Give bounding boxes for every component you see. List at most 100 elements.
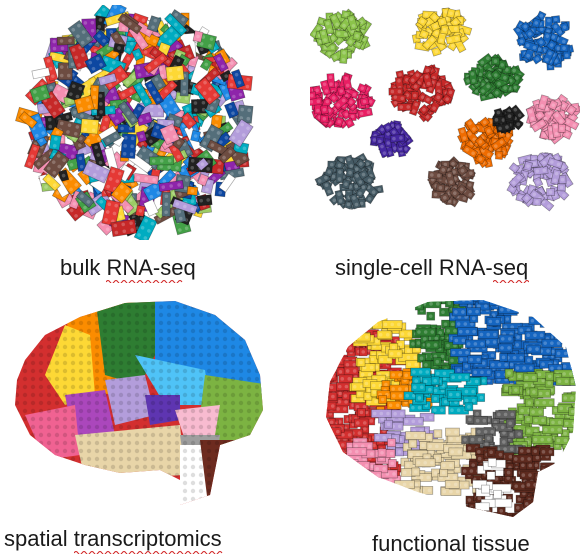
brick [474, 153, 487, 165]
brick [520, 515, 542, 517]
brick [471, 367, 493, 377]
functional-tissue-image [318, 292, 580, 522]
brick [548, 307, 570, 317]
brick [402, 416, 424, 426]
brick [438, 164, 449, 176]
brick [351, 484, 373, 493]
brick [518, 300, 540, 303]
brick [328, 12, 343, 30]
brick [388, 87, 404, 96]
brick [532, 176, 544, 188]
brick [530, 446, 540, 456]
brick [318, 454, 324, 462]
brick [533, 510, 555, 517]
brick [524, 28, 536, 40]
brick [416, 15, 429, 28]
brick [326, 473, 335, 482]
brick [56, 36, 75, 46]
brick [410, 91, 419, 100]
brick [334, 330, 344, 340]
brick [326, 409, 335, 419]
brick [117, 124, 136, 133]
brick [43, 150, 70, 179]
brick [133, 172, 159, 185]
brick [449, 16, 462, 29]
brick [427, 170, 443, 180]
brick [387, 459, 397, 468]
brick [377, 141, 390, 159]
brick [431, 394, 440, 404]
brick [328, 358, 338, 368]
brick [331, 476, 347, 486]
brick [334, 189, 346, 206]
brick [348, 192, 362, 210]
brick [343, 366, 359, 376]
brick [508, 162, 521, 174]
brick [554, 436, 570, 445]
brick [230, 68, 246, 89]
brick [478, 116, 491, 129]
brick [557, 123, 566, 133]
brick [345, 477, 367, 487]
brick [341, 73, 353, 90]
brick [18, 111, 38, 129]
brick [384, 419, 393, 429]
brick [117, 84, 138, 101]
brick [370, 409, 392, 418]
brick [444, 300, 454, 308]
brick [537, 472, 547, 482]
brick [521, 192, 533, 205]
brick [478, 512, 493, 517]
brick [533, 292, 541, 299]
brick [524, 398, 534, 408]
brick [526, 344, 541, 354]
brick [149, 156, 175, 166]
brick [346, 447, 368, 457]
brick [383, 485, 399, 495]
spellcheck-underline [492, 280, 529, 283]
brick [326, 427, 342, 437]
brick [135, 204, 146, 217]
brick [355, 158, 367, 170]
caption-spatial-marked: transcriptomics [73, 526, 222, 551]
brick [143, 198, 159, 217]
brick [562, 328, 576, 338]
brick [528, 316, 544, 326]
brick [337, 470, 359, 479]
brick [465, 415, 475, 424]
brick [332, 95, 350, 111]
brick [504, 468, 513, 477]
brick [531, 53, 544, 65]
brick [491, 87, 503, 99]
brick [415, 393, 424, 403]
brick [513, 363, 535, 373]
brick [571, 341, 576, 351]
brick [468, 69, 478, 86]
brick [29, 83, 51, 104]
brick [326, 476, 335, 486]
brick [367, 471, 382, 480]
brick [537, 516, 547, 517]
brick [541, 301, 551, 311]
brick [561, 311, 570, 320]
brick [508, 172, 525, 189]
brick [336, 85, 347, 97]
brick [530, 118, 548, 133]
brick [455, 183, 468, 196]
brick [541, 48, 556, 65]
brick [534, 505, 549, 515]
brick [549, 321, 559, 331]
brick [531, 17, 542, 29]
brick [359, 319, 375, 329]
brick [319, 114, 329, 123]
brick [430, 376, 440, 386]
brick [569, 315, 576, 325]
brick [486, 447, 496, 457]
brick [320, 104, 329, 115]
caption-single-marked: seq [492, 255, 529, 280]
brick [504, 111, 515, 122]
brick [324, 166, 335, 178]
brick [48, 134, 62, 151]
brick [407, 69, 423, 86]
brick [405, 431, 426, 440]
